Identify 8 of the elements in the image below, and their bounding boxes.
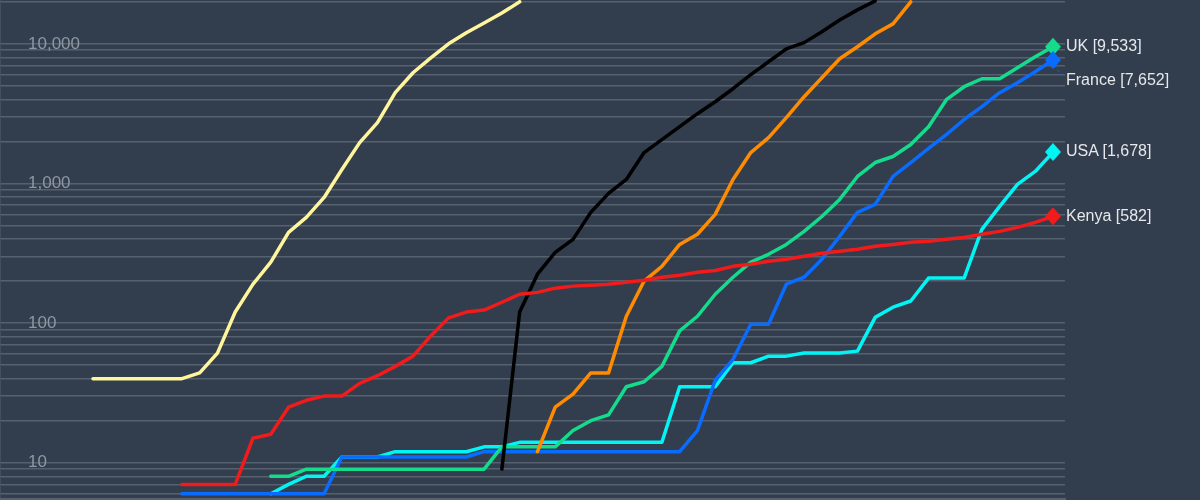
- series-label: UK [9,533]: [1066, 37, 1142, 55]
- y-tick-label: 1,000: [28, 173, 71, 193]
- legend-label: France [7,652]: [1066, 71, 1170, 89]
- series-label: Kenya [582]: [1066, 206, 1152, 224]
- y-tick-label: 10: [28, 452, 47, 472]
- y-tick-label: 10,000: [28, 33, 80, 53]
- series-label: USA [1,678]: [1066, 142, 1152, 160]
- y-tick-label: 100: [28, 312, 57, 332]
